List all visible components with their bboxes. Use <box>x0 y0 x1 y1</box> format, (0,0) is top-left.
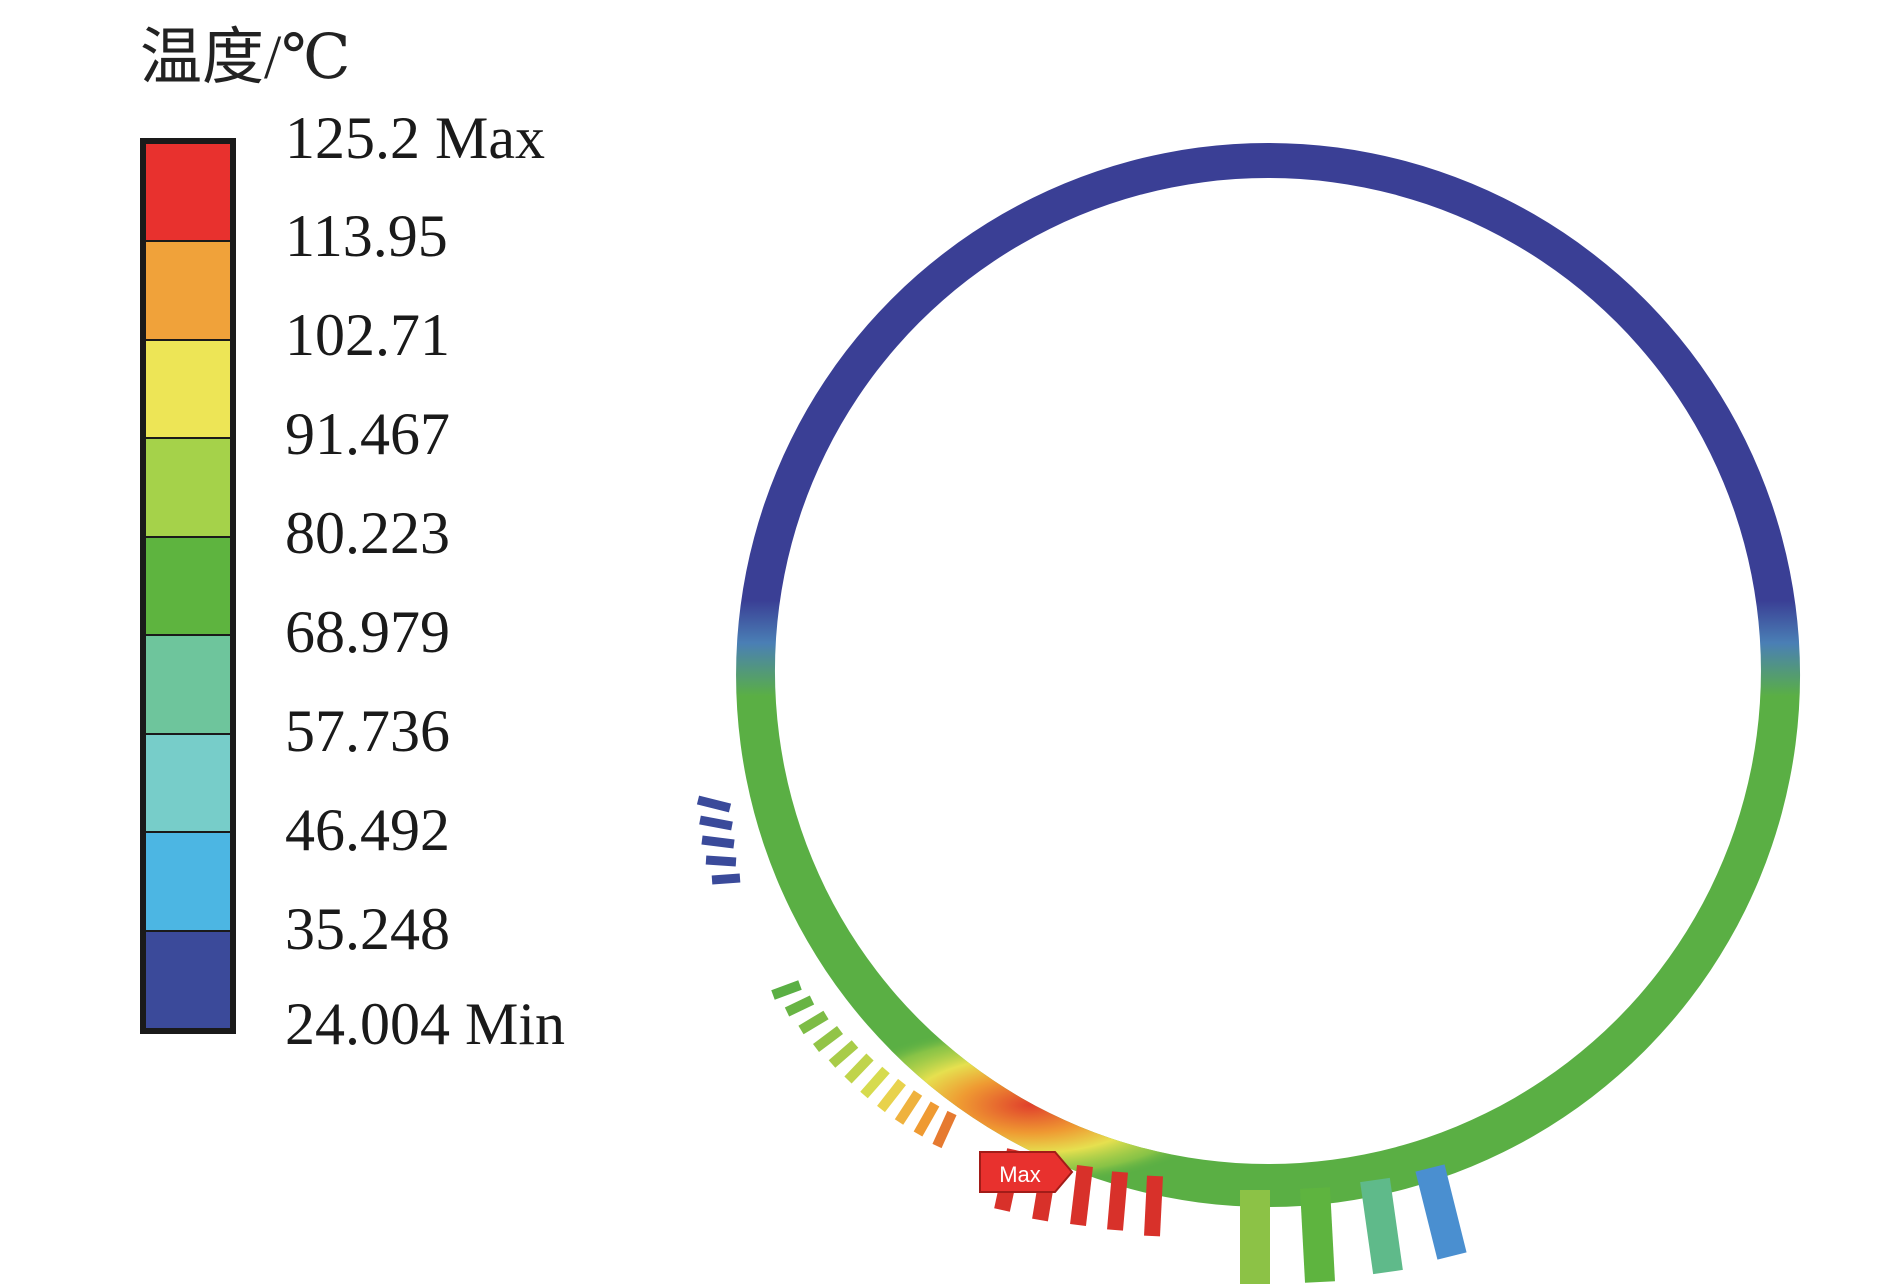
colorbar-swatch <box>146 931 230 1028</box>
legend-label: 35.248 <box>285 896 450 962</box>
temperature-colorbar <box>140 138 236 1034</box>
colorbar-swatch <box>146 636 230 733</box>
legend-label: 68.979 <box>285 599 450 665</box>
colorbar-swatch <box>146 734 230 832</box>
colorbar-swatch <box>146 242 230 339</box>
fin-group-left <box>696 795 741 885</box>
legend-label: 102.71 <box>285 302 450 368</box>
colorbar-swatch <box>146 439 230 536</box>
fin-group-lower-left <box>771 980 957 1149</box>
colorbar-swatch <box>146 537 230 635</box>
max-marker-label: Max <box>999 1162 1041 1187</box>
legend-label: 57.736 <box>285 698 450 764</box>
legend-label-max: 125.2 Max <box>285 105 545 171</box>
max-marker: Max <box>979 1151 1074 1193</box>
legend-label-min: 24.004 Min <box>285 991 566 1057</box>
pipe-ring <box>736 143 1801 1207</box>
legend-label: 113.95 <box>285 203 448 269</box>
colorbar-swatch <box>146 340 230 438</box>
legend-label: 46.492 <box>285 797 450 863</box>
legend-label: 80.223 <box>285 500 450 566</box>
colorbar-swatch <box>146 144 230 241</box>
colorbar-swatch <box>146 833 230 930</box>
fin-group-bottom-right <box>1240 1164 1467 1284</box>
legend-title: 温度/℃ <box>140 24 351 92</box>
legend-label: 91.467 <box>285 401 450 467</box>
